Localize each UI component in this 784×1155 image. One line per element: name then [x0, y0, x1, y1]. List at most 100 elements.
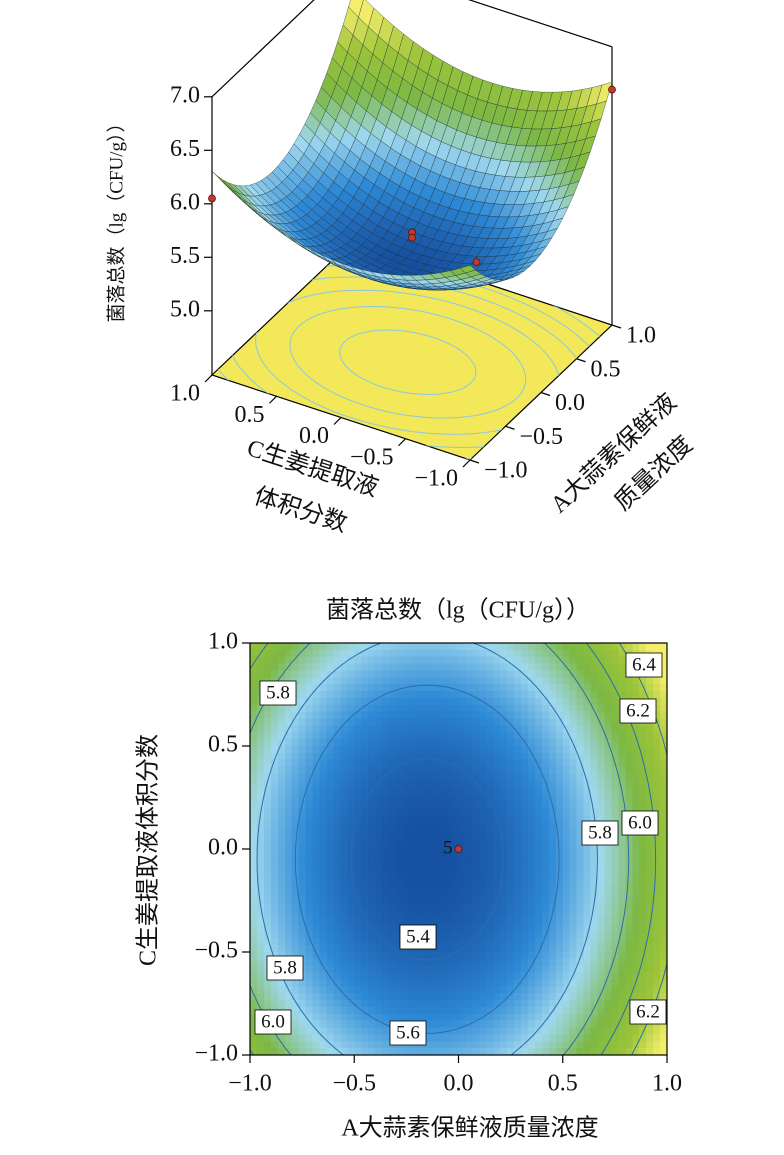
heat-cell — [347, 842, 355, 850]
heat-cell — [284, 759, 293, 768]
heat-cell — [507, 814, 515, 823]
heat-cell — [409, 794, 418, 802]
heat-cell — [590, 910, 599, 919]
heat-cell — [458, 965, 467, 974]
heat-cell — [375, 725, 383, 733]
heat-cell — [632, 952, 640, 960]
heat-cell — [312, 704, 321, 713]
heat-cell — [625, 1048, 633, 1056]
heat-cell — [444, 773, 453, 781]
heat-cell — [528, 1027, 536, 1035]
heat-cell — [305, 677, 314, 685]
heat-cell — [402, 958, 411, 967]
heat-cell — [389, 931, 397, 939]
heat-cell — [444, 876, 453, 884]
y-tick — [333, 417, 342, 425]
heat-cell — [521, 938, 529, 946]
heat-cell — [507, 986, 515, 994]
heat-cell — [368, 656, 376, 665]
heat-cell — [590, 1027, 599, 1035]
heat-cell — [263, 1000, 272, 1008]
heat-cell — [284, 931, 293, 939]
heat-cell — [618, 684, 626, 692]
heat-cell — [382, 663, 390, 672]
heat-cell — [618, 952, 626, 960]
heat-cell — [361, 759, 369, 768]
heat-cell — [451, 855, 460, 864]
heat-cell — [500, 691, 508, 699]
heat-cell — [340, 732, 348, 740]
heat-cell — [507, 697, 515, 706]
heat-cell — [326, 890, 334, 898]
heat-cell — [472, 938, 480, 946]
heat-cell — [263, 759, 272, 768]
heat-cell — [444, 903, 453, 912]
heat-cell — [277, 718, 286, 726]
heat-cell — [555, 849, 564, 857]
heat-cell — [326, 979, 334, 987]
heat-cell — [611, 862, 619, 871]
heat-cell — [368, 993, 376, 1001]
heat-cell — [347, 821, 355, 829]
heat-cell — [451, 656, 460, 665]
heat-cell — [590, 773, 599, 781]
heat-cell — [479, 849, 487, 857]
heat-cell — [500, 910, 508, 919]
heat-cell — [277, 993, 286, 1001]
heat-cell — [514, 684, 522, 692]
heat-cell — [263, 656, 272, 665]
heat-cell — [444, 855, 453, 864]
heat-cell — [375, 952, 383, 960]
heat-cell — [326, 718, 334, 726]
heat-cell — [472, 1013, 480, 1022]
heat-cell — [319, 952, 328, 960]
heat-cell — [361, 752, 369, 761]
heat-cell — [653, 972, 661, 981]
heat-cell — [395, 897, 404, 905]
heat-cell — [270, 663, 279, 672]
heat-cell — [458, 910, 467, 919]
heat-cell — [409, 746, 418, 754]
heat-cell — [646, 890, 654, 898]
heat-cell — [590, 752, 599, 761]
heat-cell — [507, 649, 515, 658]
heat-cell — [347, 663, 355, 672]
heat-cell — [458, 643, 467, 651]
heat-cell — [625, 739, 633, 747]
heat-cell — [472, 807, 480, 816]
heat-cell — [486, 1000, 494, 1008]
heat-cell — [479, 945, 487, 953]
heat-cell — [354, 1041, 362, 1049]
heat-cell — [319, 917, 328, 926]
heat-cell — [507, 725, 515, 733]
heat-cell — [305, 931, 314, 939]
heat-cell — [507, 1020, 515, 1029]
heat-cell — [375, 800, 383, 809]
heat-cell — [653, 876, 661, 884]
heat-cell — [653, 691, 661, 699]
heat-cell — [569, 890, 578, 898]
heat-cell — [347, 1013, 355, 1022]
heat-cell — [250, 938, 258, 946]
heat-cell — [479, 663, 487, 672]
heat-cell — [562, 890, 571, 898]
heat-cell — [430, 1048, 439, 1056]
heat-cell — [305, 828, 314, 836]
heat-cell — [618, 931, 626, 939]
heat-cell — [576, 807, 585, 816]
heat-cell — [583, 766, 592, 775]
heat-cell — [361, 766, 369, 775]
heat-cell — [521, 883, 529, 891]
heat-cell — [451, 725, 460, 733]
heat-cell — [361, 704, 369, 713]
heat-cell — [514, 842, 522, 850]
heat-cell — [444, 759, 453, 768]
heat-cell — [653, 849, 661, 857]
heat-cell — [368, 684, 376, 692]
heat-cell — [416, 663, 425, 672]
heat-cell — [597, 725, 606, 733]
heat-cell — [375, 807, 383, 816]
heat-cell — [333, 972, 341, 981]
heat-cell — [555, 746, 564, 754]
heat-cell — [618, 677, 626, 685]
